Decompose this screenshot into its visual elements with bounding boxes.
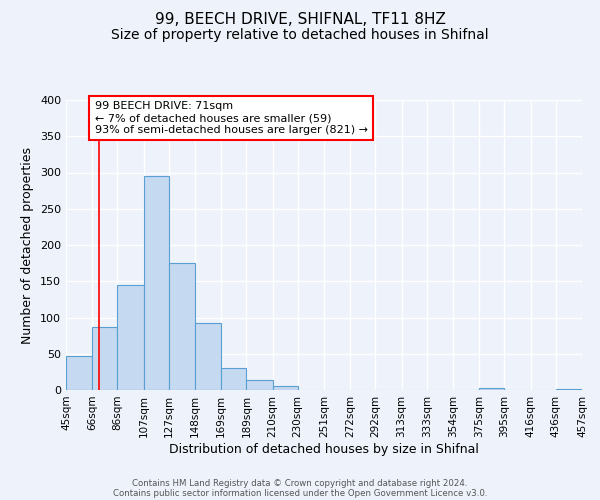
Bar — [556, 388, 582, 390]
Text: Size of property relative to detached houses in Shifnal: Size of property relative to detached ho… — [111, 28, 489, 42]
Text: 99, BEECH DRIVE, SHIFNAL, TF11 8HZ: 99, BEECH DRIVE, SHIFNAL, TF11 8HZ — [155, 12, 445, 28]
Text: Contains public sector information licensed under the Open Government Licence v3: Contains public sector information licen… — [113, 488, 487, 498]
Bar — [66, 356, 92, 390]
Bar — [195, 324, 221, 390]
Bar — [479, 388, 505, 390]
Bar — [143, 176, 169, 390]
Bar — [221, 368, 247, 390]
Bar — [272, 386, 298, 390]
Bar — [92, 327, 118, 390]
Bar — [118, 285, 143, 390]
X-axis label: Distribution of detached houses by size in Shifnal: Distribution of detached houses by size … — [169, 442, 479, 456]
Bar — [169, 263, 195, 390]
Text: 99 BEECH DRIVE: 71sqm
← 7% of detached houses are smaller (59)
93% of semi-detac: 99 BEECH DRIVE: 71sqm ← 7% of detached h… — [95, 102, 368, 134]
Y-axis label: Number of detached properties: Number of detached properties — [22, 146, 34, 344]
Text: Contains HM Land Registry data © Crown copyright and database right 2024.: Contains HM Land Registry data © Crown c… — [132, 478, 468, 488]
Bar — [247, 380, 272, 390]
